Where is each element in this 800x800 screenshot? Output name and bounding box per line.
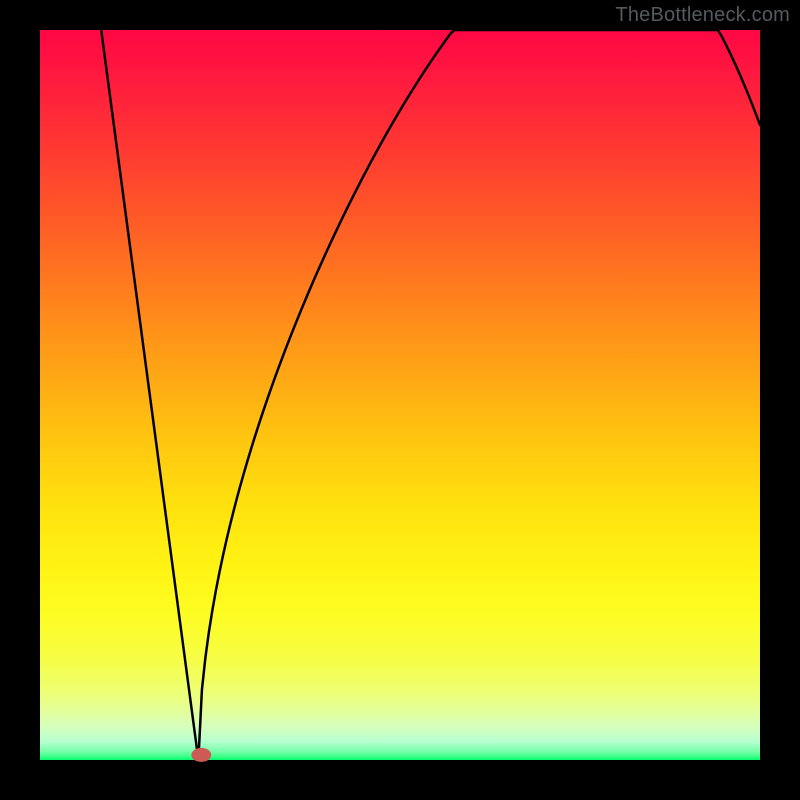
vertex-marker [191, 748, 211, 762]
watermark-text: TheBottleneck.com [615, 4, 790, 27]
chart-container: TheBottleneck.com [0, 0, 800, 800]
gradient-plot-area [40, 30, 760, 760]
bottleneck-chart [0, 0, 800, 800]
